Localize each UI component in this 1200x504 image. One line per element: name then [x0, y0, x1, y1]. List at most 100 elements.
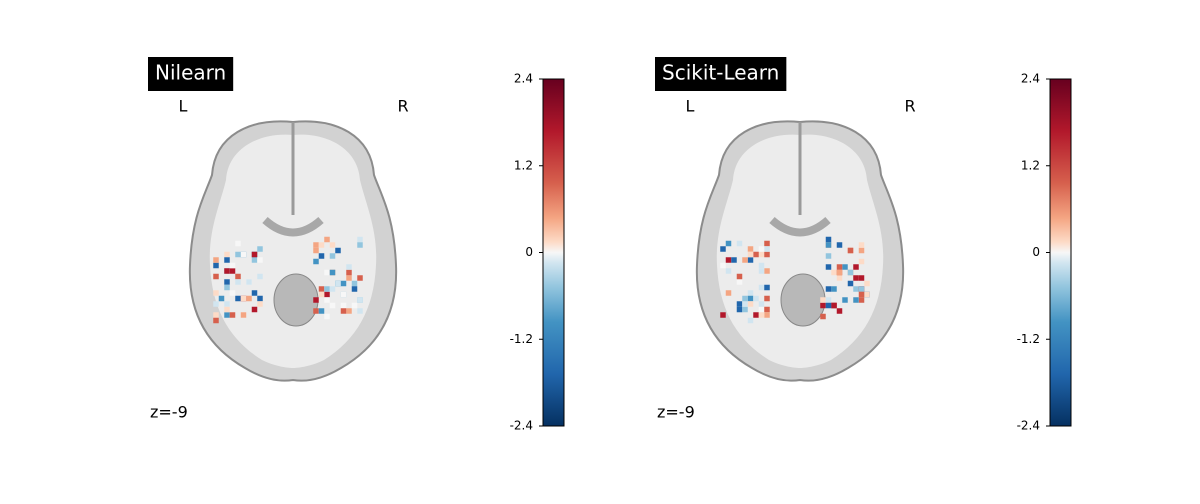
voxel — [313, 308, 319, 314]
left-label: L — [686, 97, 695, 116]
voxel — [758, 284, 765, 291]
voxel — [742, 257, 748, 263]
voxel — [825, 264, 832, 270]
voxel — [858, 291, 865, 298]
voxel — [853, 275, 859, 281]
voxel — [736, 306, 743, 313]
voxel — [764, 240, 770, 247]
voxel — [758, 312, 765, 318]
voxel — [357, 275, 363, 281]
voxel — [224, 268, 230, 274]
voxel — [329, 286, 336, 292]
voxel — [313, 297, 319, 303]
voxel — [825, 286, 832, 292]
voxel — [351, 286, 358, 292]
voxel — [329, 269, 336, 276]
voxel — [346, 308, 352, 314]
voxel — [329, 302, 336, 309]
voxel — [257, 295, 263, 302]
voxel — [251, 257, 258, 263]
voxel — [318, 291, 325, 298]
voxel — [213, 312, 219, 318]
ventricles — [262, 216, 324, 237]
voxel — [831, 286, 837, 292]
voxel — [357, 242, 363, 248]
voxel — [318, 308, 325, 314]
voxel — [340, 280, 347, 287]
voxel — [720, 262, 726, 269]
voxel — [831, 302, 837, 309]
slice-label: z=-9 — [150, 403, 188, 422]
voxel — [346, 264, 352, 270]
voxel — [324, 297, 330, 303]
voxel — [836, 308, 843, 314]
voxel — [853, 297, 859, 303]
voxel — [229, 312, 236, 318]
colorbar-tick-label: 0 — [1032, 245, 1040, 259]
voxel — [858, 258, 865, 265]
right-label: R — [904, 97, 915, 116]
voxel — [747, 257, 754, 263]
colorbar-tick-label: 1.2 — [1021, 158, 1040, 172]
voxel — [764, 268, 770, 274]
voxel — [858, 247, 865, 254]
voxel — [229, 262, 236, 269]
voxel — [240, 312, 247, 318]
colorbar-tick-label: -2.4 — [1017, 419, 1040, 433]
panel-title: Scikit-Learn — [655, 57, 787, 91]
voxel — [235, 240, 241, 247]
title-text: Nilearn — [155, 61, 226, 85]
voxel — [758, 301, 765, 307]
voxel — [335, 280, 341, 287]
voxel — [725, 257, 732, 263]
right-label: R — [397, 97, 408, 116]
brainstem — [273, 273, 319, 327]
voxel — [842, 264, 848, 270]
voxel — [725, 290, 732, 296]
voxel — [847, 280, 854, 287]
brain-white-matter — [209, 134, 377, 368]
voxel — [758, 268, 765, 274]
voxel — [218, 295, 225, 302]
voxel — [836, 242, 843, 248]
voxel — [736, 301, 743, 307]
voxel — [224, 306, 230, 313]
voxel — [251, 306, 258, 313]
voxel — [357, 297, 363, 303]
voxel — [847, 247, 854, 254]
voxel — [318, 286, 325, 292]
voxel — [736, 279, 743, 285]
colorbar-tick-label: -1.2 — [510, 332, 533, 346]
voxel — [313, 247, 319, 254]
voxel — [224, 301, 230, 307]
voxel — [753, 312, 759, 318]
voxel — [324, 286, 330, 292]
colorbar-tick-label: -1.2 — [1017, 332, 1040, 346]
voxel — [858, 275, 865, 281]
voxel — [836, 269, 843, 276]
voxel — [224, 312, 230, 318]
voxel — [747, 251, 754, 258]
voxel — [764, 295, 770, 302]
voxel — [313, 242, 319, 248]
panel: Nilearn L Rz=-9 2.4 1.2 0 -1.2 -2.4 — [148, 57, 565, 433]
voxel — [825, 236, 832, 243]
title-background — [655, 57, 787, 91]
voxel — [224, 284, 230, 291]
voxel — [224, 251, 230, 258]
voxel — [731, 257, 737, 263]
voxel — [742, 301, 748, 307]
voxel — [235, 295, 241, 302]
voxel — [346, 269, 352, 276]
voxel — [720, 312, 726, 318]
colorbar-tick-label: -2.4 — [510, 419, 533, 433]
voxel — [725, 268, 732, 274]
voxel — [742, 295, 748, 302]
voxel — [820, 297, 826, 303]
slice-label: z=-9 — [657, 403, 695, 422]
title-background — [148, 57, 234, 91]
voxel — [758, 306, 765, 313]
voxel — [825, 242, 832, 248]
voxel — [313, 258, 319, 265]
